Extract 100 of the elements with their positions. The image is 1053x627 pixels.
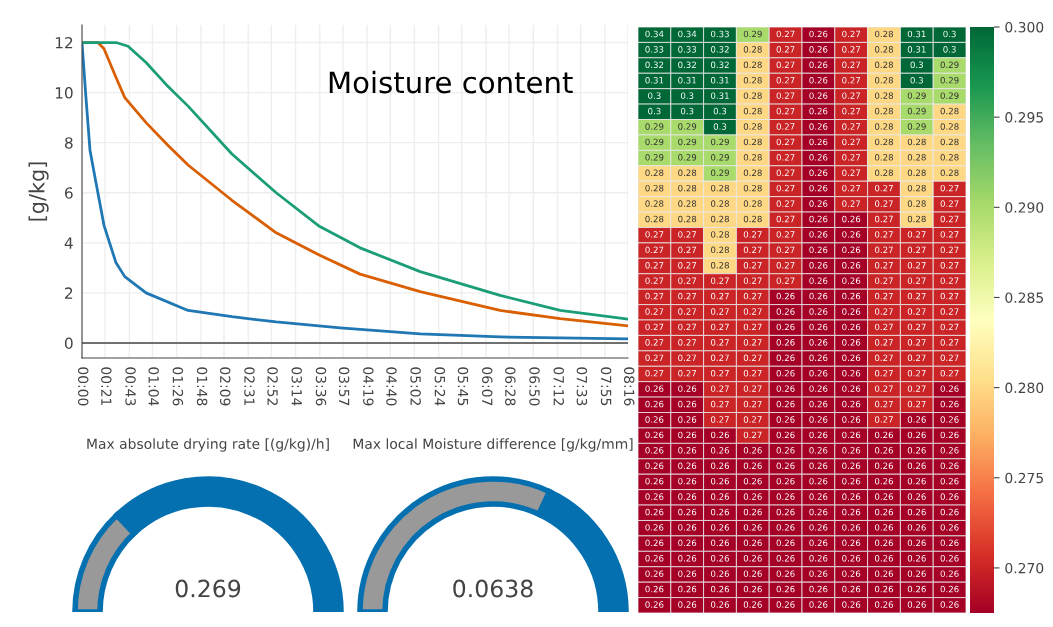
- data-label: 0.27: [842, 30, 861, 38]
- data-label: 0.28: [907, 184, 926, 192]
- data-label: 0.26: [809, 277, 828, 284]
- data-label: 0.26: [678, 447, 697, 454]
- data-label: 0.28: [710, 200, 729, 207]
- data-label: 0.27: [776, 262, 795, 269]
- data-label: 0.26: [940, 462, 959, 469]
- data-label: 0.27: [645, 277, 664, 284]
- data-label: 0.26: [874, 493, 894, 500]
- x-tick-label: 06:07: [481, 367, 493, 406]
- x-tick-label: 06:50: [529, 367, 540, 406]
- data-label: 0.27: [874, 246, 893, 254]
- data-label: 0.27: [842, 46, 861, 53]
- data-label: 0.28: [874, 123, 893, 130]
- data-label: 0.26: [842, 493, 861, 500]
- data-label: 0.26: [743, 539, 762, 547]
- data-label: 0.32: [710, 46, 729, 53]
- data-label: 0.26: [776, 555, 795, 562]
- data-label: 0.27: [842, 138, 861, 146]
- x-tick-label: 01:26: [172, 367, 184, 406]
- y-tick-label: 0: [64, 337, 73, 349]
- data-label: 0.32: [678, 61, 696, 69]
- data-label: 0.26: [776, 400, 795, 408]
- x-tick-label: 02:31: [244, 367, 255, 406]
- data-label: 0.27: [907, 262, 926, 269]
- data-label: 0.34: [678, 30, 697, 38]
- data-label: 0.26: [809, 231, 828, 238]
- data-label: 0.29: [645, 138, 664, 146]
- data-label: 0.27: [776, 46, 795, 53]
- data-label: 0.26: [842, 539, 861, 547]
- x-tick-label: 05:24: [434, 367, 446, 406]
- x-tick-label: 02:52: [267, 367, 278, 405]
- data-label: 0.27: [743, 354, 762, 362]
- data-label: 0.26: [842, 555, 861, 562]
- data-label: 0.28: [678, 169, 697, 176]
- data-label: 0.27: [907, 277, 926, 284]
- data-label: 0.26: [842, 215, 861, 223]
- data-label: 0.26: [710, 524, 730, 531]
- color-bar-label: 0.285: [1005, 292, 1043, 303]
- data-label: 0.27: [710, 416, 729, 423]
- data-label: 0.27: [776, 138, 795, 146]
- data-label: 0.33: [710, 30, 729, 38]
- data-label: 0.28: [874, 46, 893, 53]
- data-label: 0.26: [809, 262, 828, 269]
- chart-title: Max absolute drying rate [(g/kg)/h]: [87, 438, 329, 452]
- data-label: 0.27: [743, 231, 762, 238]
- data-label: 0.26: [809, 169, 828, 176]
- data-label: 0.29: [907, 92, 926, 99]
- data-label: 0.26: [645, 539, 664, 547]
- data-label: 0.26: [842, 339, 861, 346]
- data-label: 0.27: [874, 308, 893, 315]
- y-tick-label: 10: [55, 87, 73, 99]
- data-label: 0.26: [809, 462, 828, 469]
- data-label: 0.26: [842, 308, 861, 315]
- data-label: 0.26: [776, 447, 795, 454]
- data-label: 0.27: [874, 339, 893, 346]
- data-label: 0.27: [743, 292, 762, 300]
- x-tick-label: 08:16: [623, 367, 635, 406]
- data-label: 0.26: [809, 246, 828, 254]
- data-label: 0.26: [710, 493, 730, 500]
- data-label: 0.27: [874, 400, 893, 408]
- data-label: 0.27: [907, 354, 926, 362]
- data-label: 0.28: [940, 154, 959, 161]
- data-label: 0.26: [940, 400, 959, 408]
- data-label: 0.26: [645, 385, 664, 392]
- data-label: 0.26: [809, 493, 828, 500]
- data-label: 0.27: [710, 323, 729, 331]
- data-label: 0.26: [645, 555, 664, 562]
- data-label: 0.26: [874, 555, 894, 562]
- data-label: 0.26: [842, 385, 861, 392]
- data-label: 0.26: [940, 508, 959, 516]
- data-label: 0.28: [874, 107, 893, 115]
- data-label: 0.27: [710, 400, 729, 408]
- x-tick-label: 07:33: [576, 367, 588, 406]
- y-tick-label: 8: [64, 137, 73, 149]
- data-label: 0.27: [776, 184, 795, 192]
- data-label: 0.27: [678, 246, 697, 254]
- data-label: 0.27: [940, 184, 959, 192]
- data-label: 0.28: [907, 169, 926, 176]
- data-label: 0.27: [645, 339, 664, 346]
- data-label: 0.28: [743, 46, 762, 53]
- data-label: 0.26: [678, 555, 697, 562]
- data-label: 0.28: [678, 215, 697, 223]
- data-label: 0.26: [776, 431, 795, 439]
- data-label: 0.27: [907, 369, 926, 377]
- data-label: 0.27: [743, 416, 762, 423]
- data-label: 0.26: [809, 123, 828, 130]
- data-label: 0.27: [776, 61, 795, 69]
- data-label: 0.27: [874, 231, 893, 238]
- data-label: 0.27: [710, 339, 729, 346]
- data-label: 0.28: [940, 169, 959, 176]
- data-label: 0.27: [874, 385, 893, 392]
- data-label: 0.28: [743, 215, 762, 223]
- data-label: 0.27: [776, 277, 795, 284]
- data-label: 0.26: [842, 601, 861, 608]
- data-label: 0.29: [940, 92, 959, 99]
- x-tick-label: 01:48: [196, 367, 208, 406]
- data-label: 0.27: [645, 323, 664, 331]
- data-label: 0.27: [776, 30, 795, 38]
- data-label: 0.31: [907, 30, 926, 38]
